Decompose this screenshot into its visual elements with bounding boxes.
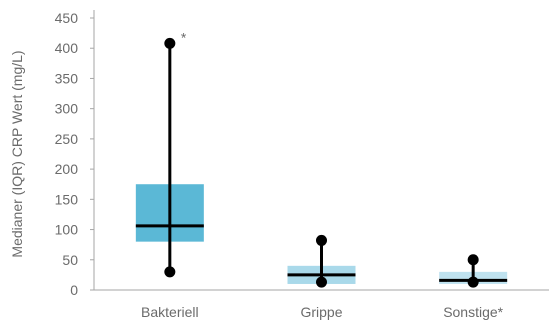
y-axis-title: Medianer (IQR) CRP Wert (mg/L) — [9, 50, 25, 257]
y-tick-label: 50 — [62, 252, 78, 268]
x-category-label: Grippe — [300, 304, 342, 320]
y-tick-label: 350 — [55, 70, 79, 86]
x-category-label: Sonstige* — [443, 304, 503, 320]
y-tick-label: 100 — [55, 222, 79, 238]
whisker-min-point-1 — [164, 266, 176, 278]
whisker-min-point-3 — [467, 276, 479, 288]
whisker-max-point-3 — [467, 254, 479, 266]
y-tick-label: 150 — [55, 191, 79, 207]
x-category-label: Bakteriell — [141, 304, 199, 320]
y-tick-label: 300 — [55, 101, 79, 117]
whisker-min-point-2 — [316, 276, 327, 288]
y-tick-label: 200 — [55, 161, 79, 177]
y-tick-label: 400 — [55, 40, 79, 56]
whisker-max-point-2 — [316, 234, 327, 246]
whisker-max-point-1 — [164, 37, 176, 49]
y-tick-label: 0 — [70, 282, 78, 298]
y-tick-label: 450 — [55, 10, 79, 26]
y-tick-label: 250 — [55, 131, 79, 147]
significance-annotation: * — [181, 29, 187, 45]
